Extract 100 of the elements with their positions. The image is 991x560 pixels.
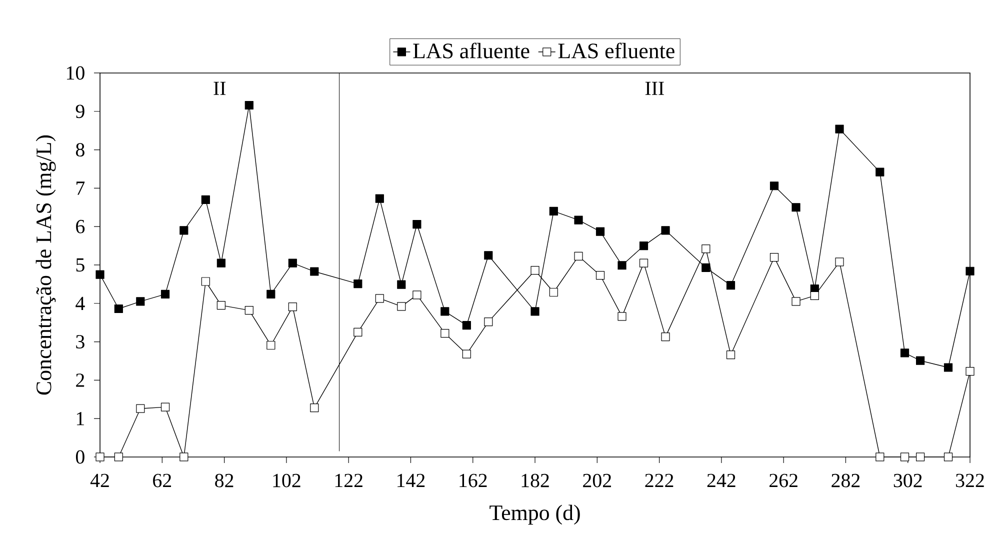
point [900, 452, 910, 462]
point [266, 290, 276, 298]
point [639, 258, 648, 268]
annotation: III [645, 82, 664, 95]
point [201, 195, 210, 204]
point [244, 100, 254, 110]
point [618, 261, 626, 270]
point [835, 124, 844, 134]
x-tick-label: 302 [894, 474, 922, 488]
point [440, 329, 450, 338]
x-tick-label: 182 [522, 474, 549, 488]
point [180, 226, 188, 235]
point [810, 291, 819, 300]
y-tick-label: 5 [76, 258, 84, 272]
point [288, 258, 297, 268]
point [726, 350, 736, 360]
point [549, 288, 558, 297]
y-tick-label: 7 [76, 182, 85, 195]
x-tick-label: 202 [583, 474, 611, 488]
point [375, 294, 384, 303]
point [574, 216, 583, 224]
point [266, 340, 276, 350]
point [876, 168, 884, 176]
y-tick-label: 4 [76, 296, 85, 310]
x-tick-label: 242 [707, 474, 736, 488]
y-tick-label: 2 [76, 374, 84, 387]
point [354, 280, 362, 288]
point [702, 263, 710, 272]
point [484, 251, 493, 260]
y-tick-label: 1 [76, 412, 84, 426]
point [530, 266, 540, 275]
x-tick-label: 42 [90, 474, 109, 488]
point [310, 267, 319, 276]
point [412, 290, 422, 300]
point [397, 280, 406, 289]
point [310, 404, 319, 412]
point [114, 304, 123, 314]
x-tick-label: 322 [956, 474, 984, 488]
point [944, 452, 953, 462]
annotation: II [214, 82, 226, 95]
point [770, 182, 779, 190]
point [661, 332, 670, 342]
x-tick-label: 82 [215, 474, 234, 488]
point [201, 277, 210, 286]
point [136, 404, 145, 413]
point [966, 367, 974, 376]
point [574, 252, 583, 260]
x-tick-label: 162 [460, 474, 487, 488]
point [596, 271, 605, 280]
point [792, 297, 800, 306]
x-tick-label: 262 [770, 474, 798, 488]
point [136, 297, 145, 306]
point [661, 226, 670, 235]
point [484, 318, 493, 326]
point [900, 348, 910, 358]
point [397, 302, 406, 311]
point [216, 301, 226, 310]
point [835, 258, 844, 266]
point [244, 306, 254, 315]
point [916, 356, 925, 365]
point [354, 328, 362, 336]
point [966, 266, 974, 276]
point [288, 302, 297, 312]
point [549, 206, 558, 216]
y-tick-label: 8 [76, 143, 84, 156]
point [462, 350, 471, 358]
point [916, 452, 925, 462]
point [160, 290, 170, 298]
legend-label: LAS afluente [413, 42, 530, 58]
point [702, 244, 710, 254]
point [96, 270, 104, 279]
y-tick-label: 3 [76, 335, 84, 348]
x-tick-label: 142 [398, 474, 425, 488]
y-tick-label: 6 [76, 220, 85, 234]
point [216, 258, 226, 268]
point [530, 307, 540, 316]
point [944, 363, 953, 372]
y-tick-label: 9 [76, 104, 84, 118]
point [96, 452, 104, 462]
x-tick-label: 282 [832, 474, 860, 488]
point [160, 402, 170, 412]
point [462, 320, 471, 330]
y-tick-label: 10 [66, 66, 84, 80]
point [412, 220, 422, 229]
x-axis-title: Tempo (d) [490, 504, 580, 525]
point [726, 281, 736, 290]
point [770, 253, 779, 262]
point [375, 194, 384, 203]
point [180, 452, 188, 462]
point [639, 241, 648, 250]
x-tick-label: 222 [645, 474, 674, 488]
point [876, 452, 884, 462]
y-axis-title: Concentração de LAS (mg/L) [36, 135, 56, 395]
x-tick-label: 122 [335, 474, 362, 488]
point [114, 452, 123, 462]
point [596, 227, 605, 236]
y-tick-label: 0 [76, 450, 84, 464]
x-tick-label: 102 [273, 474, 300, 488]
x-tick-label: 62 [153, 474, 172, 488]
point [440, 307, 450, 316]
